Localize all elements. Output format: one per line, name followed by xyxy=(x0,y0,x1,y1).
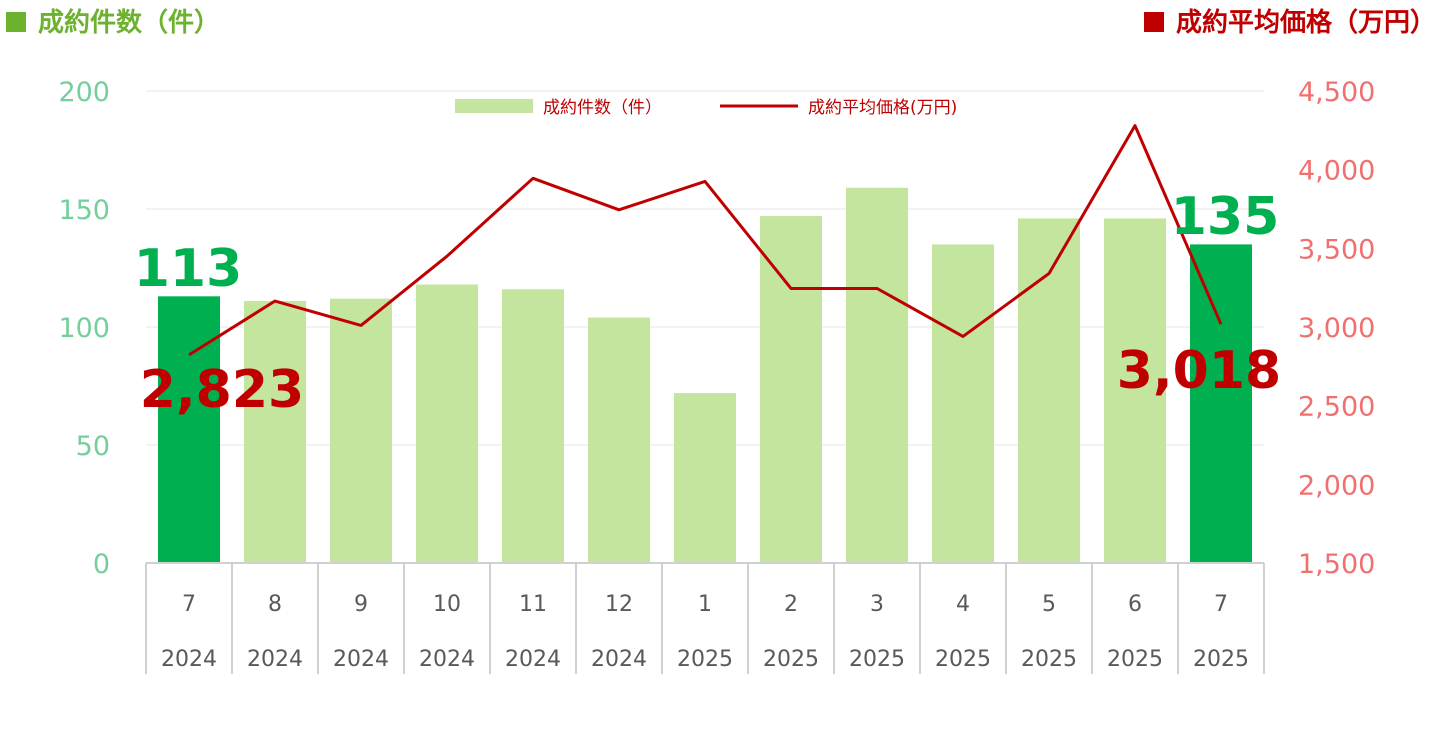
bar xyxy=(244,301,306,563)
right-tick-label: 4,500 xyxy=(1298,77,1375,108)
x-axis: 7 2024 8 2024 9 2024 10 2024 11 2024 12 2024 1 2025 2 2… xyxy=(145,562,1265,674)
price-line xyxy=(188,124,1223,357)
left-axis-header-text: 成約件数（件） xyxy=(38,8,221,38)
x-tick-month: 2 xyxy=(784,592,798,617)
left-tick-label: 150 xyxy=(58,195,110,226)
right-tick-label: 3,500 xyxy=(1298,234,1375,265)
x-tick-year: 2025 xyxy=(1193,647,1249,672)
x-tick-month: 4 xyxy=(956,592,970,617)
left-tick-label: 100 xyxy=(58,313,110,344)
legend-bar-swatch xyxy=(455,99,533,113)
bar xyxy=(502,289,564,563)
green-square-icon xyxy=(6,12,26,32)
right-tick-label: 2,000 xyxy=(1298,470,1375,501)
x-tick-month: 7 xyxy=(182,592,196,617)
x-tick-month: 5 xyxy=(1042,592,1056,617)
left-y-axis: 0 50 100 150 200 xyxy=(58,77,110,580)
bar xyxy=(330,298,392,563)
x-tick-year: 2025 xyxy=(1107,647,1163,672)
line-series xyxy=(188,124,1223,357)
x-tick-month: 10 xyxy=(433,592,461,617)
bar-data-label-last: 135 xyxy=(1171,187,1280,247)
x-tick-year: 2024 xyxy=(591,647,647,672)
gridlines xyxy=(146,90,1264,446)
x-tick-year: 2025 xyxy=(763,647,819,672)
bar xyxy=(158,296,220,563)
line-data-label-first: 2,823 xyxy=(140,360,304,420)
bar-series xyxy=(158,187,1252,563)
line-data-label-last: 3,018 xyxy=(1117,341,1281,401)
bar xyxy=(1104,218,1166,563)
red-square-icon xyxy=(1143,12,1164,32)
x-tick-month: 9 xyxy=(354,592,368,617)
bar xyxy=(932,244,994,563)
x-tick-year: 2025 xyxy=(935,647,991,672)
x-tick-month: 6 xyxy=(1128,592,1142,617)
x-tick-year: 2024 xyxy=(333,647,389,672)
right-axis-header: 成約平均価格（万円） xyxy=(1143,2,1436,39)
x-tick-month: 7 xyxy=(1214,592,1228,617)
bar xyxy=(1018,218,1080,563)
bar xyxy=(1190,244,1252,563)
bar xyxy=(674,393,736,563)
left-tick-label: 0 xyxy=(93,549,110,580)
bar-data-label-first: 113 xyxy=(134,239,243,299)
bar xyxy=(760,216,822,563)
right-y-axis: 1,500 2,000 2,500 3,000 3,500 4,000 4,500 xyxy=(1298,77,1375,580)
x-tick-year: 2025 xyxy=(677,647,733,672)
legend-bar-label: 成約件数（件） xyxy=(543,98,662,118)
bar xyxy=(846,187,908,563)
x-tick-month: 3 xyxy=(870,592,884,617)
x-tick-year: 2024 xyxy=(247,647,303,672)
right-tick-label: 4,000 xyxy=(1298,156,1375,187)
left-axis-header: 成約件数（件） xyxy=(6,2,220,39)
legend: 成約件数（件） 成約平均価格(万円) xyxy=(455,98,957,118)
right-tick-label: 1,500 xyxy=(1298,549,1375,580)
x-tick-year: 2025 xyxy=(1021,647,1077,672)
bar xyxy=(416,284,478,563)
left-tick-label: 50 xyxy=(76,431,110,462)
left-tick-label: 200 xyxy=(58,77,110,108)
right-tick-label: 2,500 xyxy=(1298,392,1375,423)
right-axis-header-text: 成約平均価格（万円） xyxy=(1175,8,1436,38)
x-tick-year: 2024 xyxy=(505,647,561,672)
bar xyxy=(588,317,650,563)
x-tick-year: 2024 xyxy=(419,647,475,672)
x-tick-year: 2024 xyxy=(161,647,217,672)
x-tick-month: 1 xyxy=(698,592,712,617)
x-tick-month: 11 xyxy=(519,592,547,617)
legend-line-label: 成約平均価格(万円) xyxy=(808,98,957,118)
x-tick-month: 8 xyxy=(268,592,282,617)
right-tick-label: 3,000 xyxy=(1298,313,1375,344)
x-tick-year: 2025 xyxy=(849,647,905,672)
x-tick-month: 12 xyxy=(605,592,633,617)
